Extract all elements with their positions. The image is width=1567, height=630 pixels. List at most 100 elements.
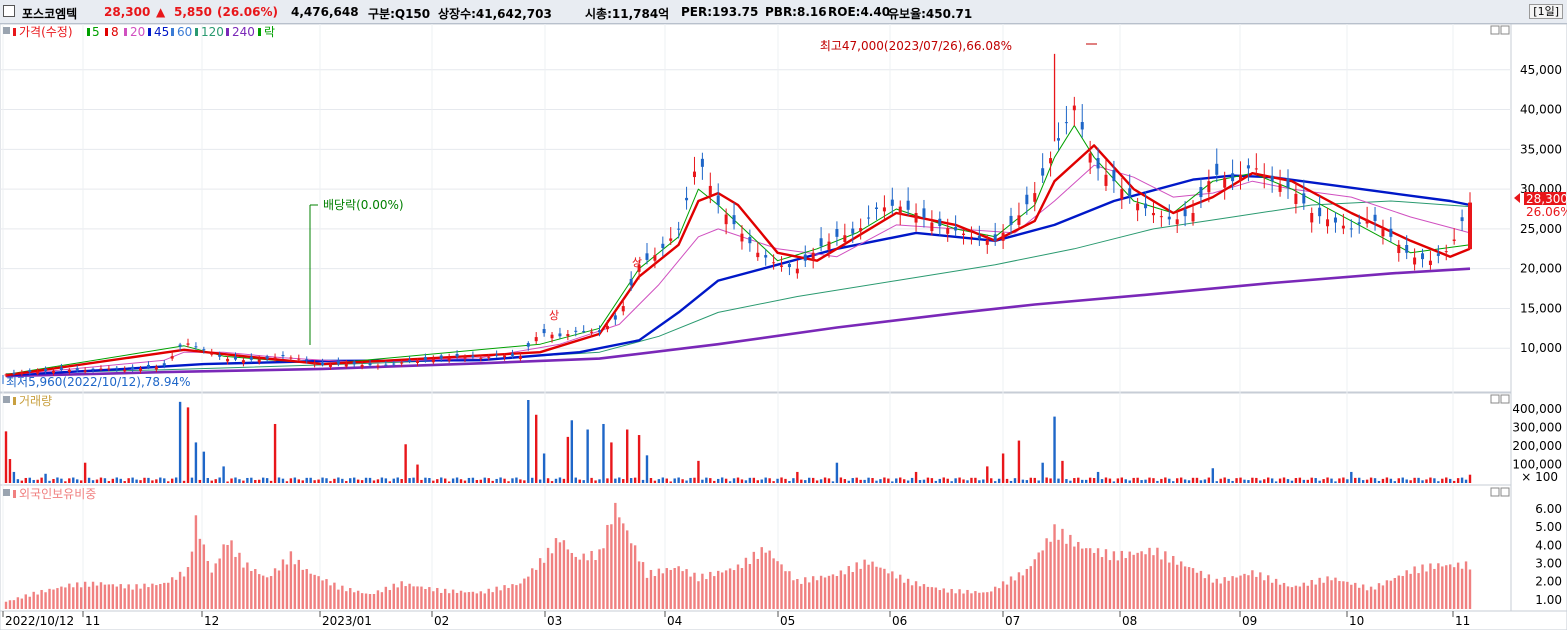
volume-axis-tick: 200,000	[1512, 439, 1562, 453]
volume-bar	[1456, 478, 1460, 483]
stock-name[interactable]: 포스코엠텍	[22, 7, 78, 21]
volume-bar	[345, 481, 348, 483]
foreign-bar	[1108, 560, 1112, 609]
minimize-foreign-pane-button[interactable]	[1490, 487, 1500, 497]
drop-legend-label[interactable]: 락	[264, 25, 275, 39]
volume-bar	[906, 480, 910, 483]
foreign-bar	[214, 563, 217, 609]
foreign-bar	[1437, 563, 1440, 609]
x-axis-tick: 2023/01	[322, 614, 372, 628]
candle-body	[1159, 216, 1163, 218]
candle-body	[241, 360, 245, 364]
volume-bar	[970, 477, 973, 483]
close-foreign-pane-button[interactable]	[1500, 487, 1510, 497]
candle-body	[115, 367, 119, 370]
volume-bar	[1116, 478, 1120, 483]
period-button[interactable]: [1일]	[1529, 4, 1563, 19]
minimize-volume-pane-button[interactable]	[1490, 394, 1500, 404]
volume-bar	[732, 478, 736, 483]
volume-bar	[863, 479, 866, 483]
foreign-bar	[455, 592, 459, 609]
foreign-bar	[610, 524, 613, 609]
foreign-bar	[1009, 576, 1013, 609]
y-axis-area	[1510, 24, 1567, 613]
foreign-legend-label[interactable]: 외국인보유비중	[19, 487, 96, 501]
price-legend-label[interactable]: 가격(수정)	[19, 25, 73, 39]
ma8-legend-label[interactable]: 8	[111, 25, 119, 39]
volume-bar	[1108, 478, 1112, 483]
high-annotation: 최고47,000(2023/07/26),66.08%	[820, 39, 1097, 53]
foreign-bar	[1235, 577, 1238, 609]
candle-body	[590, 331, 594, 333]
foreign-pane-menu-icon[interactable]	[3, 489, 10, 496]
foreign-bar	[1377, 583, 1381, 609]
ma20-legend-label[interactable]: 20	[130, 25, 145, 39]
foreign-axis-tick: 1.00	[1535, 593, 1562, 607]
close-volume-pane-button[interactable]	[1500, 394, 1510, 404]
foreign-bar	[1342, 581, 1345, 609]
foreign-bar	[788, 571, 791, 609]
foreign-bar	[1132, 554, 1135, 609]
x-axis-tick: 05	[780, 614, 795, 628]
candle-body	[764, 255, 768, 258]
volume-bar	[44, 473, 47, 483]
foreign-bar	[997, 588, 1001, 609]
foreign-bar	[1358, 587, 1361, 609]
candle-body	[1199, 187, 1203, 198]
ma240-legend-label[interactable]: 240	[232, 25, 255, 39]
volume-bar	[1425, 479, 1428, 483]
volume-legend-label[interactable]: 거래량	[19, 394, 52, 408]
close-pane-button[interactable]	[1500, 25, 1510, 35]
volume-bar	[1251, 477, 1254, 483]
foreign-bar	[115, 586, 118, 609]
minimize-pane-button[interactable]	[1490, 25, 1500, 35]
candle-body	[898, 206, 902, 215]
foreign-bar	[926, 586, 930, 609]
candle-body	[123, 369, 127, 372]
foreign-bar	[598, 549, 601, 609]
ma5-legend-label[interactable]: 5	[92, 25, 100, 39]
current-pct-tag: 26.06%	[1526, 205, 1567, 219]
volume-bar	[800, 479, 803, 483]
volume-bar	[764, 477, 767, 483]
select-checkbox[interactable]	[3, 5, 15, 17]
foreign-bar	[800, 583, 803, 609]
volume-bar	[1464, 479, 1468, 483]
candle-body	[139, 368, 143, 371]
volume-bar	[1346, 479, 1349, 483]
foreign-bar	[1037, 552, 1040, 609]
ma60-legend-label[interactable]: 60	[177, 25, 192, 39]
foreign-bar	[1361, 584, 1365, 609]
ma120-legend-marker	[195, 28, 198, 36]
up-arrow-icon: ▲	[156, 5, 166, 19]
foreign-bar	[103, 584, 107, 609]
volume-bar	[756, 480, 759, 483]
volume-bar	[416, 464, 419, 483]
foreign-bar	[558, 542, 562, 609]
volume-bar	[938, 478, 941, 483]
volume-pane-menu-icon[interactable]	[3, 396, 10, 403]
foreign-bar	[242, 567, 245, 609]
volume-bar	[590, 477, 593, 483]
volume-bar	[1053, 416, 1056, 483]
foreign-bar	[1314, 584, 1317, 609]
foreign-bar	[1330, 580, 1333, 609]
foreign-bar	[962, 593, 965, 609]
candle-body	[1318, 207, 1322, 217]
candle-body	[756, 252, 760, 258]
candle-body	[423, 357, 427, 360]
foreign-bar	[281, 559, 285, 609]
foreign-bar	[1433, 568, 1436, 609]
candle-body	[376, 365, 380, 367]
candle-body	[582, 330, 586, 332]
pane-menu-icon[interactable]	[3, 27, 10, 34]
candle-body	[605, 325, 609, 330]
volume-bar	[665, 478, 668, 483]
candle-body	[661, 243, 665, 248]
candle-body	[1246, 165, 1250, 169]
ma45-legend-label[interactable]: 45	[154, 25, 169, 39]
foreign-bar	[744, 557, 748, 609]
foreign-bar	[633, 545, 637, 609]
volume-bar	[352, 477, 356, 483]
ma120-legend-label[interactable]: 120	[201, 25, 224, 39]
